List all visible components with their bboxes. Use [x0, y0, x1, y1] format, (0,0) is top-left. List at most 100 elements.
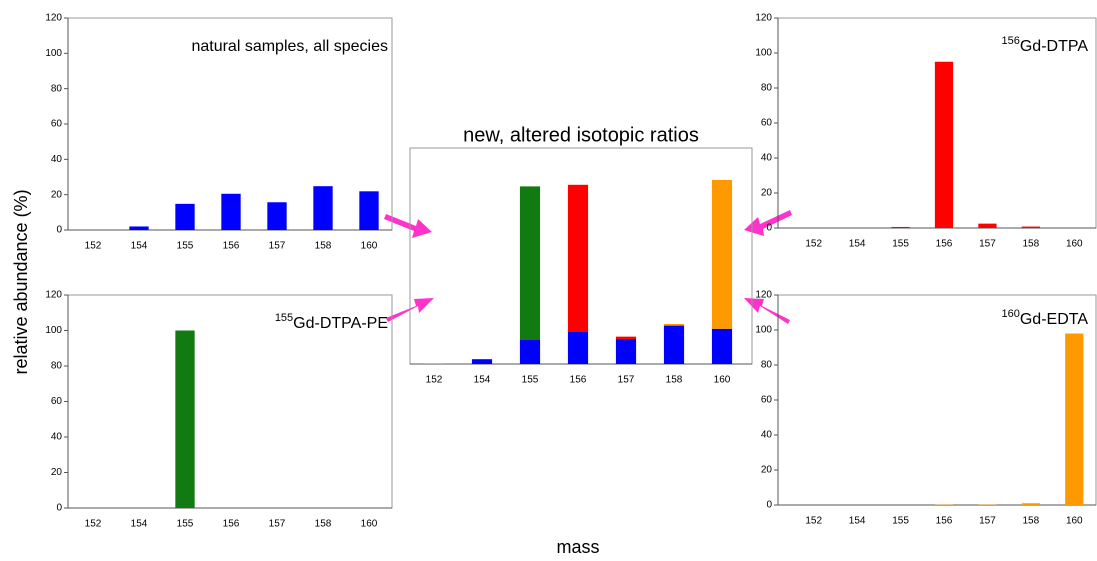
x-tick-label: 160 [361, 241, 378, 252]
chart-title: 155Gd-DTPA-PE [275, 312, 388, 332]
bar [129, 226, 149, 230]
title-text: Gd-DTPA-PE [293, 315, 388, 332]
y-tick-label: 60 [51, 396, 63, 407]
arrow [384, 214, 432, 238]
x-tick-label: 154 [131, 241, 148, 252]
x-tick-label: 154 [474, 375, 491, 386]
y-tick-label: 80 [761, 83, 773, 94]
x-tick-label: 157 [269, 241, 286, 252]
chart-title: 156Gd-DTPA [1001, 35, 1088, 55]
chart-title: natural samples, all species [191, 38, 388, 55]
y-tick-label: 80 [51, 83, 63, 94]
y-tick-label: 120 [45, 13, 62, 24]
chart: new, altered isotopic ratios 152 154 155 156… [409, 124, 753, 386]
y-tick-label: 20 [761, 188, 773, 199]
x-tick-label: 152 [85, 519, 102, 530]
title-text: Gd-DTPA [1020, 38, 1088, 55]
y-tick-label: 40 [51, 154, 63, 165]
y-tick-label: 100 [755, 48, 772, 59]
x-tick-label: 158 [1023, 516, 1040, 527]
x-tick-label: 155 [892, 239, 909, 250]
bar-segment [711, 328, 733, 364]
bar [175, 330, 195, 508]
x-tick-label: 157 [618, 375, 635, 386]
bar [1065, 333, 1084, 505]
y-tick-label: 80 [761, 360, 773, 371]
bar-segment [615, 336, 637, 340]
x-tick-label: 154 [849, 516, 866, 527]
chart-title: 160Gd-EDTA [1001, 308, 1088, 328]
bar-segment [663, 324, 685, 326]
bar [313, 186, 333, 230]
bar [175, 203, 195, 230]
y-tick-label: 0 [766, 500, 772, 511]
bar [1021, 503, 1040, 505]
x-tick-label: 157 [269, 519, 286, 530]
bar [891, 226, 910, 228]
y-tick-label: 60 [761, 395, 773, 406]
x-tick-label: 156 [223, 519, 240, 530]
bar [978, 223, 997, 228]
y-tick-label: 100 [45, 325, 62, 336]
bar-segment [471, 359, 493, 364]
x-axis-label: mass [556, 537, 599, 557]
x-tick-label: 157 [979, 516, 996, 527]
x-tick-label: 152 [805, 516, 822, 527]
y-tick-label: 120 [755, 13, 772, 24]
x-tick-label: 160 [714, 375, 731, 386]
bar [1021, 226, 1040, 228]
x-tick-label: 156 [936, 516, 953, 527]
bar-segment [663, 325, 685, 364]
bar-segment [519, 186, 541, 340]
y-tick-label: 40 [761, 430, 773, 441]
y-tick-label: 0 [766, 223, 772, 234]
x-tick-label: 158 [315, 519, 332, 530]
y-tick-label: 120 [755, 290, 772, 301]
y-tick-label: 20 [51, 189, 63, 200]
x-tick-label: 157 [979, 239, 996, 250]
arrow [744, 298, 790, 324]
x-tick-label: 155 [177, 241, 194, 252]
x-tick-label: 156 [570, 375, 587, 386]
bar-segment [615, 339, 637, 364]
bar [359, 191, 379, 230]
bar [267, 202, 287, 230]
chart-title: new, altered isotopic ratios [463, 124, 699, 146]
title-superscript: 160 [1001, 308, 1019, 320]
bar-segment [567, 332, 589, 364]
bar-segment [519, 340, 541, 364]
x-tick-label: 155 [892, 516, 909, 527]
title-superscript: 156 [1001, 35, 1019, 47]
bar [934, 61, 954, 228]
title-superscript: 155 [275, 312, 293, 324]
x-tick-label: 155 [522, 375, 539, 386]
x-tick-label: 158 [1023, 239, 1040, 250]
x-tick-label: 160 [1066, 516, 1083, 527]
x-tick-label: 152 [805, 239, 822, 250]
bar-segment [423, 363, 445, 364]
y-tick-label: 0 [56, 225, 62, 236]
x-tick-label: 154 [131, 519, 148, 530]
title-text: Gd-EDTA [1020, 311, 1088, 328]
y-tick-label: 0 [56, 503, 62, 514]
y-tick-label: 20 [51, 467, 63, 478]
bar-segment [567, 184, 589, 332]
x-tick-label: 160 [1066, 239, 1083, 250]
x-tick-label: 158 [315, 241, 332, 252]
y-tick-label: 80 [51, 361, 63, 372]
y-axis-label: relative abundance (%) [11, 189, 31, 374]
x-tick-label: 160 [361, 519, 378, 530]
y-tick-label: 100 [755, 325, 772, 336]
x-tick-label: 156 [936, 239, 953, 250]
bar [221, 193, 241, 230]
y-tick-label: 40 [761, 153, 773, 164]
x-tick-label: 158 [666, 375, 683, 386]
x-tick-label: 155 [177, 519, 194, 530]
y-tick-label: 60 [51, 119, 63, 130]
y-tick-label: 40 [51, 432, 63, 443]
y-tick-label: 60 [761, 118, 773, 129]
